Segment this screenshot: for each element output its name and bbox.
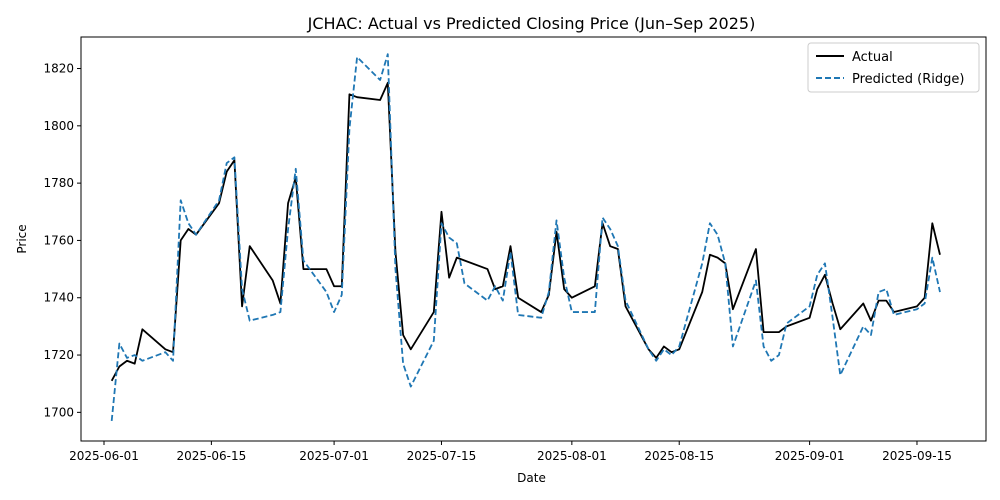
x-axis-label: Date (517, 471, 546, 485)
legend-box (807, 42, 980, 93)
legend: Actual Predicted (Ridge) (807, 42, 980, 93)
y-tick-label: 1800 (43, 119, 74, 133)
x-tick-label: 2025-06-01 (69, 449, 139, 463)
plot-frame (80, 36, 987, 442)
series-line-actual (110, 81, 941, 382)
x-tick-label: 2025-08-01 (537, 449, 607, 463)
y-tick-label: 1760 (43, 233, 74, 247)
y-tick-label: 1820 (43, 62, 74, 76)
y-tick-label: 1740 (43, 291, 74, 305)
chart-title: JCHAC: Actual vs Predicted Closing Price… (307, 14, 756, 33)
legend-label-predicted: Predicted (Ridge) (852, 72, 964, 87)
y-tick-label: 1780 (43, 176, 74, 190)
x-tick-label: 2025-09-15 (882, 449, 952, 463)
series-line-predicted (110, 53, 941, 422)
legend-label-actual: Actual (852, 50, 893, 65)
x-tick-label: 2025-07-01 (299, 449, 369, 463)
y-tick-label: 1720 (43, 348, 74, 362)
x-tick-label: 2025-08-15 (644, 449, 714, 463)
x-tick-label: 2025-09-01 (775, 449, 845, 463)
y-axis-label: Price (15, 224, 29, 253)
x-tick-label: 2025-06-15 (177, 449, 247, 463)
x-tick-label: 2025-07-15 (407, 449, 477, 463)
y-tick-label: 1700 (43, 405, 74, 419)
